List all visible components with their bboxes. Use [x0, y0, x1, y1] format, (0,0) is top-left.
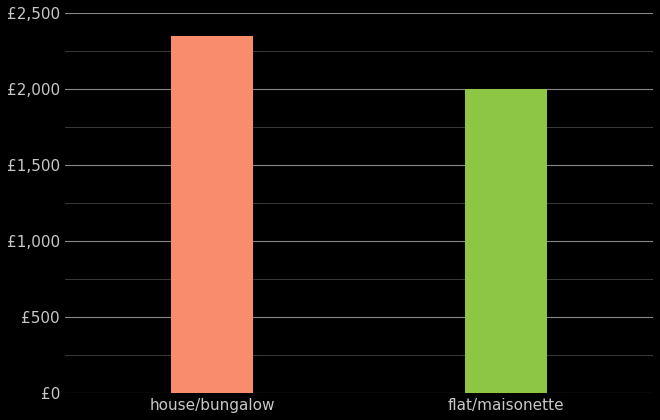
Bar — [465, 89, 547, 393]
Bar — [171, 36, 253, 393]
